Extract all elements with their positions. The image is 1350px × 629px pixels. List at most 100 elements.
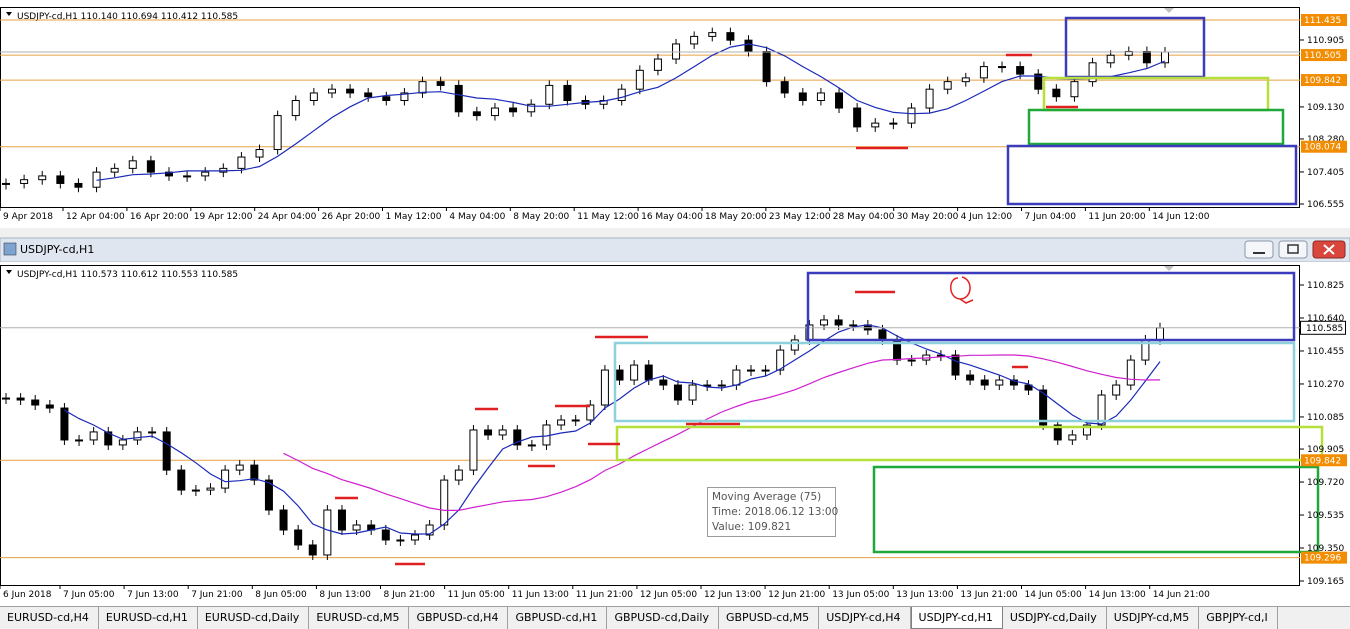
candle: [16, 397, 25, 401]
candle: [146, 160, 155, 173]
candle: [644, 364, 653, 381]
price-label: 109.165: [1307, 577, 1344, 587]
restore-icon: [1287, 244, 1299, 254]
chart-tab[interactable]: GBPUSD-cd,H1: [508, 607, 608, 629]
candle: [980, 379, 989, 386]
candle: [979, 66, 988, 79]
candle: [513, 429, 522, 446]
top-drawings: [856, 8, 1298, 206]
candle: [148, 431, 157, 434]
candle: [237, 156, 246, 169]
time-label: 8 Jun 05:00: [255, 590, 307, 600]
candle: [472, 111, 481, 117]
tooltip-box: [707, 487, 836, 537]
level-label-bg: [1301, 140, 1347, 153]
candle: [291, 100, 300, 117]
chart-tab[interactable]: USDJPY-cd,M5: [1107, 607, 1200, 629]
candle: [104, 431, 113, 446]
candle: [635, 69, 644, 90]
time-label: 1 May 12:00: [386, 212, 442, 222]
candle: [717, 384, 726, 387]
candle: [201, 171, 210, 177]
candle: [38, 175, 47, 181]
chart-tab[interactable]: EURUSD-cd,Daily: [198, 607, 310, 629]
price-label: 108.074: [1304, 143, 1341, 153]
candle: [56, 175, 65, 184]
time-label: 12 Apr 04:00: [66, 212, 125, 222]
candle: [600, 369, 609, 406]
tooltip-line: Moving Average (75): [712, 491, 821, 503]
price-label: 109.842: [1304, 456, 1341, 466]
candle: [617, 88, 626, 101]
price-label: 109.905: [1307, 445, 1344, 455]
candle: [688, 384, 697, 401]
time-label: 18 May 20:00: [705, 212, 767, 222]
separator: [0, 228, 1350, 238]
candle: [509, 107, 518, 113]
time-label: 14 Jun 12:00: [1152, 212, 1209, 222]
restore-button[interactable]: [1278, 240, 1308, 259]
terminal: USDJPY-cd,H1 110.140 110.694 110.412 110…: [0, 0, 1350, 606]
candle: [75, 439, 84, 442]
chart-tab[interactable]: GBPJPY-cd,I: [1199, 607, 1278, 629]
chart-tab[interactable]: EURUSD-cd,H4: [0, 607, 99, 629]
minimize-button[interactable]: [1244, 240, 1274, 259]
moving-average: [64, 324, 1161, 535]
candle: [118, 439, 127, 446]
candle: [835, 92, 844, 109]
time-label: 9 Apr 2018: [3, 212, 53, 222]
candle: [878, 329, 887, 341]
current-price-label: 110.585: [1306, 324, 1343, 334]
candle: [889, 122, 898, 125]
candle: [780, 81, 789, 94]
candle: [673, 384, 682, 401]
time-label: 16 Apr 20:00: [130, 212, 189, 222]
candle: [849, 324, 858, 327]
candle: [527, 103, 536, 113]
time-label: 14 Jun 05:00: [1025, 590, 1082, 600]
candle: [527, 444, 536, 447]
chart-tab[interactable]: GBPUSD-cd,M5: [719, 607, 820, 629]
moving-average: [283, 354, 1161, 511]
time-label: 11 Jun 05:00: [448, 590, 505, 600]
candle: [418, 81, 427, 94]
time-label: 7 Jun 21:00: [191, 590, 243, 600]
moving-average: [96, 43, 1166, 181]
chart-tab[interactable]: GBPUSD-cd,Daily: [607, 607, 719, 629]
candle: [454, 469, 463, 481]
price-label: 110.825: [1307, 281, 1344, 291]
candle: [1088, 62, 1097, 83]
candle: [998, 66, 1007, 69]
candle: [110, 167, 119, 173]
top-plot: [0, 19, 1300, 193]
chart-tab[interactable]: GBPUSD-cd,H4: [409, 607, 509, 629]
candle: [352, 524, 361, 531]
chart-tab[interactable]: USDJPY-cd,Daily: [1003, 607, 1107, 629]
candle: [586, 404, 595, 421]
chart-tab[interactable]: USDJPY-cd,H1: [910, 607, 1003, 629]
candle: [853, 107, 862, 128]
time-label: 8 Jun 21:00: [384, 590, 436, 600]
shift-marker: [1164, 266, 1174, 271]
top-panel: [0, 0, 1350, 228]
candle: [1082, 424, 1091, 436]
time-label: 28 May 04:00: [833, 212, 895, 222]
candle: [762, 50, 771, 83]
menu-triangle[interactable]: [6, 12, 12, 16]
candle: [1070, 81, 1079, 98]
close-icon: [1323, 244, 1335, 255]
chart-tab[interactable]: EURUSD-cd,M5: [309, 607, 410, 629]
zone-box: [1027, 108, 1285, 146]
menu-triangle[interactable]: [6, 270, 12, 274]
time-label: 11 Jun 20:00: [1088, 212, 1145, 222]
candle: [1112, 384, 1121, 396]
candle: [337, 509, 346, 531]
candle: [133, 431, 142, 441]
candle: [1039, 389, 1048, 426]
chart-tab[interactable]: USDJPY-cd,H4: [819, 607, 911, 629]
zone-box: [613, 341, 1296, 423]
candle: [2, 182, 10, 185]
time-label: 8 May 20:00: [513, 212, 569, 222]
candle: [74, 182, 83, 188]
chart-tab[interactable]: EURUSD-cd,H1: [99, 607, 198, 629]
